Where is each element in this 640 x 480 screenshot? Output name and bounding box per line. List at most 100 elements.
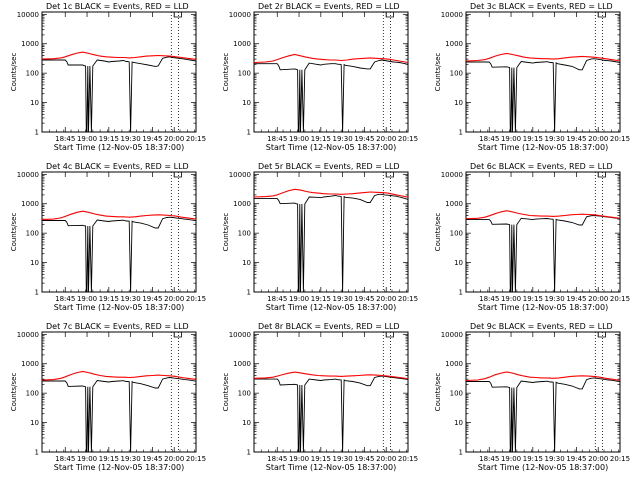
detector-plot-3: Det 3c BLACK = Events, RED = LLD 1 10 100 10… bbox=[434, 2, 630, 152]
x-tick-label: 19:45 bbox=[566, 135, 586, 143]
x-tick-label: 20:15 bbox=[398, 455, 418, 463]
x-tick-label: 19:15 bbox=[311, 135, 331, 143]
top-marker bbox=[385, 12, 394, 18]
x-tick-label: 18:45 bbox=[55, 295, 75, 303]
x-tick-label: 19:15 bbox=[99, 455, 119, 463]
series-line-lld bbox=[253, 53, 409, 64]
x-tick-label: 19:45 bbox=[354, 455, 374, 463]
x-tick-label: 19:00 bbox=[289, 295, 309, 303]
top-marker bbox=[173, 12, 182, 18]
y-axis-label: Counts/sec bbox=[434, 373, 442, 412]
y-tick-label: 1 bbox=[247, 289, 251, 297]
x-tick-label: 20:00 bbox=[376, 455, 396, 463]
y-tick-label: 10 bbox=[242, 419, 251, 427]
y-tick-label: 100 bbox=[238, 230, 251, 238]
plot-title: Det 5r BLACK = Events, RED = LLD bbox=[258, 162, 400, 171]
x-tick-label: 20:15 bbox=[186, 455, 206, 463]
x-tick-label: 20:00 bbox=[376, 295, 396, 303]
y-tick-label: 1 bbox=[247, 129, 251, 137]
x-tick-label: 19:30 bbox=[545, 455, 565, 463]
y-tick-label: 10000 bbox=[229, 11, 251, 19]
x-tick-label: 19:15 bbox=[523, 135, 543, 143]
series-line-lld bbox=[465, 371, 621, 382]
y-tick-label: 1 bbox=[459, 449, 463, 457]
y-tick-label: 10 bbox=[454, 259, 463, 267]
top-marker bbox=[385, 332, 394, 338]
detector-plot-8: Det 8r BLACK = Events, RED = LLD 1 10 100 10… bbox=[222, 322, 418, 472]
plot-title: Det 9c BLACK = Events, RED = LLD bbox=[470, 322, 613, 331]
y-tick-label: 1000 bbox=[21, 200, 39, 208]
detector-plot-7: Det 7c BLACK = Events, RED = LLD 1 10 100 10… bbox=[10, 322, 206, 472]
x-tick-label: 19:45 bbox=[354, 135, 374, 143]
x-tick-label: 20:15 bbox=[610, 295, 630, 303]
y-tick-label: 1 bbox=[459, 129, 463, 137]
series-line-lld bbox=[253, 188, 409, 198]
plot-title: Det 6c BLACK = Events, RED = LLD bbox=[470, 162, 613, 171]
detector-plot-9: Det 9c BLACK = Events, RED = LLD 1 10 100 10… bbox=[434, 322, 630, 472]
plot-frame bbox=[253, 331, 409, 453]
plot-frame bbox=[253, 171, 409, 293]
y-tick-label: 1 bbox=[35, 129, 39, 137]
series-line-lld bbox=[465, 52, 621, 62]
y-tick-label: 1 bbox=[247, 449, 251, 457]
y-tick-label: 1000 bbox=[233, 200, 251, 208]
x-tick-label: 20:15 bbox=[186, 295, 206, 303]
detector-plot-6: Det 6c BLACK = Events, RED = LLD 1 10 100 10… bbox=[434, 162, 630, 312]
series-line-events bbox=[466, 215, 621, 293]
plot-title: Det 3c BLACK = Events, RED = LLD bbox=[470, 2, 613, 11]
series-line-events bbox=[42, 56, 197, 133]
x-axis-label: Start Time (12-Nov-05 18:37:00) bbox=[54, 463, 184, 472]
y-tick-label: 1000 bbox=[21, 40, 39, 48]
detector-plot-2: Det 2r BLACK = Events, RED = LLD 1 10 100 10… bbox=[222, 2, 418, 152]
y-axis-label: Counts/sec bbox=[10, 373, 18, 412]
y-tick-label: 10000 bbox=[17, 171, 39, 179]
plot-title: Det 2r BLACK = Events, RED = LLD bbox=[258, 2, 400, 11]
plot-frame bbox=[41, 331, 197, 453]
x-tick-label: 19:30 bbox=[545, 135, 565, 143]
x-tick-label: 20:15 bbox=[186, 135, 206, 143]
detector-plot-4: Det 4c BLACK = Events, RED = LLD 1 10 100 10… bbox=[10, 162, 206, 312]
y-axis-label: Counts/sec bbox=[222, 373, 230, 412]
y-tick-label: 1000 bbox=[445, 360, 463, 368]
x-axis-label: Start Time (12-Nov-05 18:37:00) bbox=[478, 143, 608, 152]
y-tick-label: 1 bbox=[459, 289, 463, 297]
x-tick-label: 19:30 bbox=[121, 295, 141, 303]
y-tick-label: 10 bbox=[242, 99, 251, 107]
x-tick-label: 18:45 bbox=[55, 455, 75, 463]
x-tick-label: 20:00 bbox=[164, 295, 184, 303]
y-tick-label: 1000 bbox=[445, 200, 463, 208]
y-tick-label: 10000 bbox=[441, 171, 463, 179]
x-tick-label: 20:00 bbox=[588, 135, 608, 143]
y-tick-label: 1000 bbox=[21, 360, 39, 368]
x-tick-label: 19:15 bbox=[311, 295, 331, 303]
y-tick-label: 10 bbox=[30, 259, 39, 267]
y-tick-label: 1 bbox=[35, 289, 39, 297]
x-tick-label: 18:45 bbox=[479, 295, 499, 303]
x-axis-label: Start Time (12-Nov-05 18:37:00) bbox=[478, 303, 608, 312]
y-tick-label: 10000 bbox=[17, 11, 39, 19]
x-tick-label: 18:45 bbox=[479, 135, 499, 143]
x-tick-label: 19:30 bbox=[545, 295, 565, 303]
plot-frame bbox=[41, 11, 197, 133]
x-tick-label: 18:45 bbox=[267, 295, 287, 303]
x-axis-label: Start Time (12-Nov-05 18:37:00) bbox=[266, 303, 396, 312]
plot-frame bbox=[465, 11, 621, 133]
series-line-lld bbox=[41, 210, 197, 221]
x-tick-label: 19:30 bbox=[121, 135, 141, 143]
y-axis-label: Counts/sec bbox=[222, 53, 230, 92]
plot-title: Det 8r BLACK = Events, RED = LLD bbox=[258, 322, 400, 331]
y-tick-label: 10000 bbox=[229, 171, 251, 179]
y-tick-label: 100 bbox=[26, 230, 39, 238]
series-line-events bbox=[466, 58, 621, 133]
x-tick-label: 20:00 bbox=[376, 135, 396, 143]
x-tick-label: 19:15 bbox=[311, 455, 331, 463]
y-tick-label: 10 bbox=[30, 99, 39, 107]
top-marker bbox=[385, 172, 394, 178]
y-axis-label: Counts/sec bbox=[10, 213, 18, 252]
x-tick-label: 19:00 bbox=[289, 135, 309, 143]
x-tick-label: 19:00 bbox=[289, 455, 309, 463]
top-marker bbox=[173, 332, 182, 338]
x-tick-label: 20:00 bbox=[164, 135, 184, 143]
x-axis-label: Start Time (12-Nov-05 18:37:00) bbox=[478, 463, 608, 472]
x-tick-label: 19:45 bbox=[142, 295, 162, 303]
